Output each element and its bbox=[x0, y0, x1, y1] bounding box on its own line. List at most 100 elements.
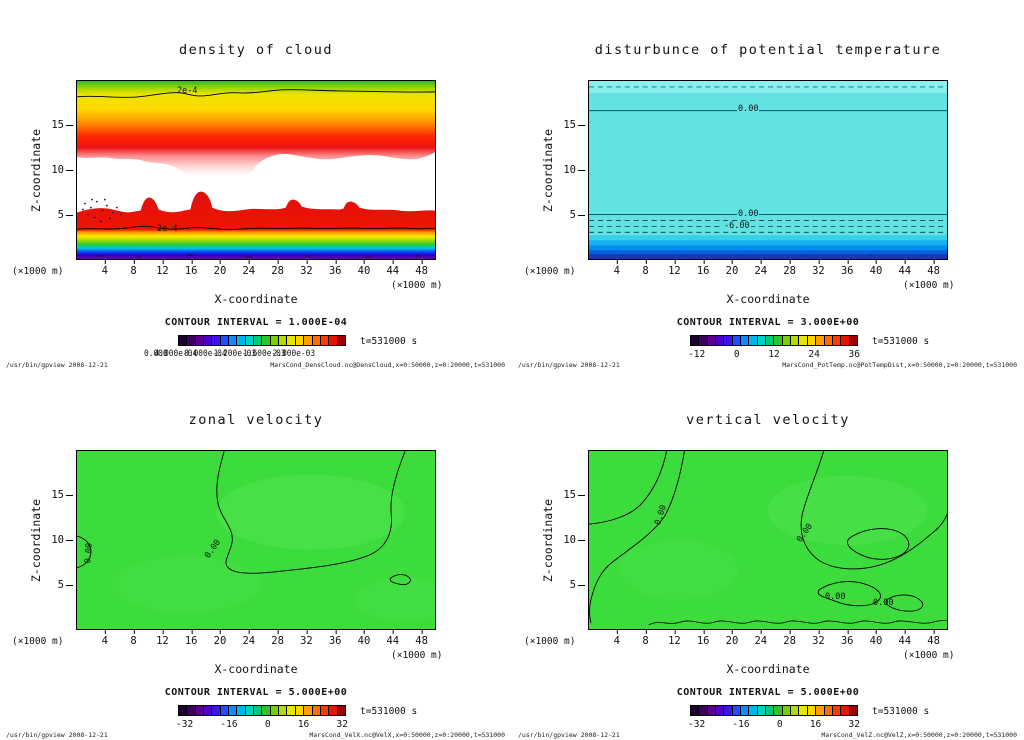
panel-zonal-velocity: zonal velocity Z-coordinate 5 10 15 0.00 0… bbox=[0, 370, 512, 740]
colorbar-segment bbox=[195, 706, 205, 715]
x-tick-label: 36 bbox=[328, 259, 342, 277]
colorbar-tick-labels: -12 0 12 24 36 bbox=[684, 349, 864, 360]
x-tick-label: 24 bbox=[754, 629, 768, 647]
x-axis-label: X-coordinate bbox=[214, 292, 298, 306]
colorbar-segment bbox=[832, 336, 842, 345]
contour-interval-label: CONTOUR INTERVAL = 5.000E+00 bbox=[164, 687, 348, 698]
colorbar-segment bbox=[766, 706, 775, 715]
contour-label: 0.00 bbox=[825, 592, 846, 602]
x-tick-label: 8 bbox=[130, 629, 137, 647]
colorbar-segment bbox=[757, 706, 767, 715]
x-tick-label: 20 bbox=[725, 259, 739, 277]
colorbar-segment bbox=[691, 336, 700, 345]
colorbar-segment bbox=[824, 336, 833, 345]
x-tick-label: 44 bbox=[386, 259, 400, 277]
x-tick-label: 32 bbox=[812, 259, 825, 277]
colorbar bbox=[690, 335, 858, 346]
x-tick-label: 32 bbox=[300, 629, 313, 647]
plot-area: 0.00 0.00 0.00 0.00 bbox=[588, 450, 948, 630]
panel-potential-temperature: disturbunce of potential temperature Z-c… bbox=[512, 0, 1024, 370]
plot-footer: /usr/bin/gpview 2008-12-21 MarsCond_PotT… bbox=[518, 361, 1017, 369]
y-tick-label: 15 bbox=[563, 119, 585, 131]
x-tick-label: 28 bbox=[783, 629, 796, 647]
panel-density-of-cloud: density of cloud Z-coordinate 5 10 15 bbox=[0, 0, 512, 370]
y-tick-label: 10 bbox=[51, 164, 73, 176]
y-tick-label: 5 bbox=[57, 579, 74, 591]
footer-command: /usr/bin/gpview 2008-12-21 bbox=[518, 731, 620, 739]
contour-interval-label: CONTOUR INTERVAL = 5.000E+00 bbox=[676, 687, 860, 698]
x-tick-label: 44 bbox=[898, 629, 912, 647]
colorbar-segment bbox=[270, 336, 280, 345]
x-tick-label: 24 bbox=[242, 629, 256, 647]
x-axis-label: X-coordinate bbox=[726, 292, 810, 306]
time-label: t=531000 s bbox=[360, 336, 418, 347]
x-tick-label: 48 bbox=[415, 629, 428, 647]
y-axis-unit: (×1000 m) bbox=[12, 636, 64, 647]
colorbar-segment bbox=[337, 336, 345, 345]
time-label: t=531000 s bbox=[872, 336, 930, 347]
y-tick-label: 15 bbox=[51, 489, 73, 501]
y-axis-ticks: 5 10 15 bbox=[552, 450, 586, 630]
panel-title: density of cloud bbox=[178, 42, 334, 58]
contour-interval-label: CONTOUR INTERVAL = 1.000E-04 bbox=[164, 317, 348, 328]
colorbar-segment bbox=[337, 706, 345, 715]
y-axis-ticks: 5 10 15 bbox=[40, 80, 74, 260]
colorbar-segment bbox=[304, 336, 313, 345]
colorbar-segment bbox=[179, 336, 188, 345]
contour-label: 2e-4 bbox=[157, 224, 178, 234]
colorbar-tick-label: 24 bbox=[808, 349, 820, 360]
x-axis-ticks: 4 8 12 16 20 24 28 32 36 40 44 48 bbox=[76, 629, 436, 648]
colorbar-segment bbox=[774, 336, 783, 345]
plot-area: 2e-4 2e-4 bbox=[76, 80, 436, 260]
colorbar-tick-labels: -32 -16 0 16 32 bbox=[172, 719, 352, 730]
x-tick-label: 32 bbox=[300, 259, 313, 277]
colorbar-tick-label: -32 bbox=[688, 719, 706, 730]
colorbar-tick-label: 12 bbox=[768, 349, 780, 360]
x-tick-label: 4 bbox=[101, 629, 108, 647]
colorbar-segment bbox=[304, 706, 313, 715]
colorbar-segment bbox=[732, 706, 742, 715]
colorbar-segment bbox=[329, 336, 338, 345]
colorbar-segment bbox=[799, 706, 808, 715]
colorbar-tick-labels: -32 -16 0 16 32 bbox=[684, 719, 864, 730]
colorbar-segment bbox=[832, 706, 842, 715]
colorbar-segment bbox=[707, 706, 717, 715]
y-axis-unit: (×1000 m) bbox=[524, 636, 576, 647]
contour-label: 0.00 bbox=[737, 104, 760, 114]
plot-footer: /usr/bin/gpview 2008-12-21 MarsCond_Dens… bbox=[6, 361, 505, 369]
x-tick-label: 8 bbox=[642, 629, 649, 647]
colorbar-segment bbox=[782, 336, 792, 345]
colorbar-segment bbox=[220, 706, 230, 715]
colorbar-tick-label: -16 bbox=[732, 719, 750, 730]
colorbar-segment bbox=[807, 336, 817, 345]
x-axis-unit: (×1000 m) bbox=[391, 280, 443, 291]
colorbar-segment bbox=[229, 706, 238, 715]
x-tick-label: 4 bbox=[613, 629, 620, 647]
contour-interval-label: CONTOUR INTERVAL = 3.000E+00 bbox=[676, 317, 860, 328]
colorbar-segment bbox=[716, 706, 725, 715]
x-tick-label: 12 bbox=[668, 629, 681, 647]
colorbar-segment bbox=[287, 706, 296, 715]
x-axis-label: X-coordinate bbox=[214, 662, 298, 676]
colorbar-segment bbox=[724, 706, 733, 715]
contour-label: 0.00 bbox=[737, 209, 760, 219]
x-tick-label: 28 bbox=[271, 259, 284, 277]
colorbar-segment bbox=[179, 706, 188, 715]
x-tick-label: 16 bbox=[696, 629, 710, 647]
x-tick-label: 28 bbox=[783, 259, 796, 277]
colorbar-segment bbox=[187, 336, 196, 345]
colorbar-segment bbox=[824, 706, 833, 715]
time-label: t=531000 s bbox=[872, 706, 930, 717]
footer-source: MarsCond_VelX.nc@VelX,x=0:50000,z=0:2000… bbox=[309, 731, 505, 739]
vertical-velocity-field-image bbox=[589, 451, 947, 629]
zonal-velocity-field-image bbox=[77, 451, 435, 629]
x-tick-label: 40 bbox=[869, 629, 883, 647]
footer-source: MarsCond_DensCloud.nc@DensCloud,x=0:5000… bbox=[270, 361, 505, 369]
x-tick-label: 36 bbox=[840, 629, 854, 647]
panel-title: disturbunce of potential temperature bbox=[594, 42, 942, 58]
footer-command: /usr/bin/gpview 2008-12-21 bbox=[6, 731, 108, 739]
y-tick-label: 5 bbox=[569, 209, 586, 221]
x-tick-label: 32 bbox=[812, 629, 825, 647]
colorbar-segment bbox=[782, 706, 792, 715]
y-tick-label: 15 bbox=[51, 119, 73, 131]
